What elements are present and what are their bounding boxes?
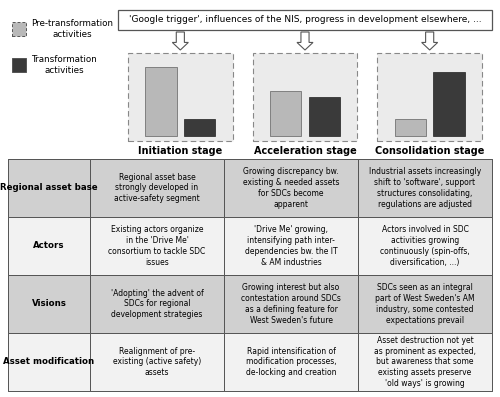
Polygon shape <box>297 32 313 50</box>
Text: Asset modification: Asset modification <box>4 358 94 366</box>
Text: 'Adopting' the advent of
SDCs for regional
development strategies: 'Adopting' the advent of SDCs for region… <box>110 289 204 319</box>
FancyBboxPatch shape <box>118 10 492 30</box>
Text: Actors: Actors <box>33 241 65 251</box>
FancyBboxPatch shape <box>8 333 90 391</box>
Text: Realignment of pre-
existing (active safety)
assets: Realignment of pre- existing (active saf… <box>113 347 201 377</box>
FancyBboxPatch shape <box>378 53 482 141</box>
FancyBboxPatch shape <box>8 275 90 333</box>
FancyBboxPatch shape <box>90 159 224 217</box>
FancyBboxPatch shape <box>308 97 340 136</box>
Text: Growing discrepancy bw.
existing & needed assets
for SDCs become
apparent: Growing discrepancy bw. existing & neede… <box>243 168 339 209</box>
Polygon shape <box>422 32 438 50</box>
FancyBboxPatch shape <box>146 67 176 136</box>
Text: Growing interest but also
contestation around SDCs
as a defining feature for
Wes: Growing interest but also contestation a… <box>241 283 341 325</box>
FancyBboxPatch shape <box>224 217 358 275</box>
FancyBboxPatch shape <box>128 53 232 141</box>
Text: Regional asset base
strongly developed in
active-safety segment: Regional asset base strongly developed i… <box>114 173 200 203</box>
Text: Pre-transformation
activities: Pre-transformation activities <box>31 19 113 39</box>
FancyBboxPatch shape <box>12 58 26 72</box>
FancyBboxPatch shape <box>184 119 216 136</box>
FancyBboxPatch shape <box>8 159 90 217</box>
FancyBboxPatch shape <box>8 159 492 217</box>
FancyBboxPatch shape <box>8 333 492 391</box>
FancyBboxPatch shape <box>358 275 492 333</box>
Polygon shape <box>172 32 188 50</box>
FancyBboxPatch shape <box>358 159 492 217</box>
FancyBboxPatch shape <box>224 333 358 391</box>
FancyBboxPatch shape <box>8 275 492 333</box>
FancyBboxPatch shape <box>394 119 426 136</box>
FancyBboxPatch shape <box>90 217 224 275</box>
Text: Acceleration stage: Acceleration stage <box>254 146 356 156</box>
Text: Actors involved in SDC
activities growing
continuously (spin-offs,
diversificati: Actors involved in SDC activities growin… <box>380 225 470 267</box>
Text: Regional asset base: Regional asset base <box>0 183 98 193</box>
FancyBboxPatch shape <box>434 72 464 136</box>
FancyBboxPatch shape <box>224 159 358 217</box>
Text: Consolidation stage: Consolidation stage <box>375 146 484 156</box>
Text: Existing actors organize
in the 'Drive Me'
consortium to tackle SDC
issues: Existing actors organize in the 'Drive M… <box>108 225 206 267</box>
FancyBboxPatch shape <box>270 91 302 136</box>
FancyBboxPatch shape <box>8 217 492 275</box>
Text: 'Drive Me' growing,
intensifying path inter-
dependencies bw. the IT
& AM indust: 'Drive Me' growing, intensifying path in… <box>244 225 338 267</box>
FancyBboxPatch shape <box>224 275 358 333</box>
FancyBboxPatch shape <box>358 333 492 391</box>
Text: Rapid intensification of
modification processes,
de-locking and creation: Rapid intensification of modification pr… <box>246 347 336 377</box>
Text: Industrial assets increasingly
shift to 'software', support
structures consolida: Industrial assets increasingly shift to … <box>369 168 481 209</box>
FancyBboxPatch shape <box>358 217 492 275</box>
FancyBboxPatch shape <box>252 53 358 141</box>
Text: 'Google trigger', influences of the NIS, progress in development elsewhere, ...: 'Google trigger', influences of the NIS,… <box>128 15 482 25</box>
Text: Visions: Visions <box>32 299 66 308</box>
Text: Transformation
activities: Transformation activities <box>31 55 97 75</box>
Text: Asset destruction not yet
as prominent as expected,
but awareness that some
exis: Asset destruction not yet as prominent a… <box>374 336 476 388</box>
Text: Initiation stage: Initiation stage <box>138 146 222 156</box>
FancyBboxPatch shape <box>90 333 224 391</box>
FancyBboxPatch shape <box>12 22 26 36</box>
FancyBboxPatch shape <box>8 217 90 275</box>
Text: SDCs seen as an integral
part of West Sweden's AM
industry, some contested
expec: SDCs seen as an integral part of West Sw… <box>375 283 475 325</box>
FancyBboxPatch shape <box>90 275 224 333</box>
